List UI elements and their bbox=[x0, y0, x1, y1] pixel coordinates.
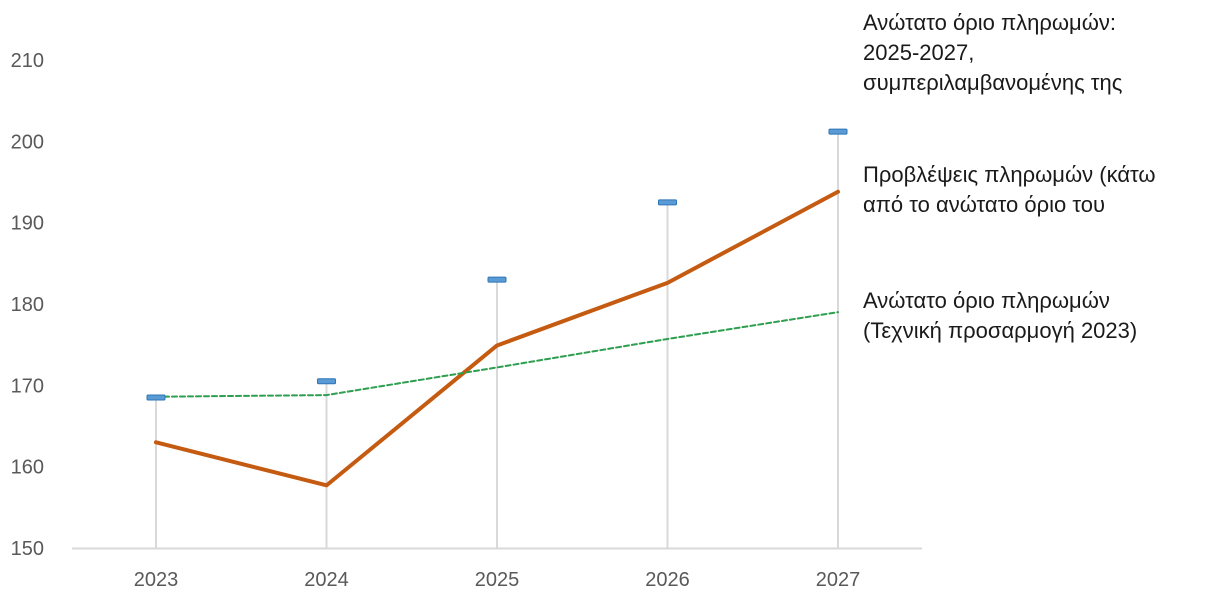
legend-line: Ανώτατο όριο πληρωμών bbox=[863, 288, 1110, 313]
x-axis-ticks: 2023 2024 2025 2026 2027 bbox=[134, 569, 861, 589]
legend-line: (Τεχνική προσαρμογή 2023) bbox=[863, 318, 1138, 343]
ceiling-marker bbox=[146, 394, 166, 401]
y-tick-label: 200 bbox=[11, 131, 44, 153]
ceiling-marker bbox=[828, 128, 848, 135]
ceiling-marker bbox=[487, 276, 507, 283]
y-tick-label: 210 bbox=[11, 50, 44, 72]
legend-entry-payment-ceiling-2025-2027: Ανώτατο όριο πληρωμών: 2025-2027, συμπερ… bbox=[863, 8, 1122, 98]
legend-line: συμπεριλαμβανομένης της bbox=[863, 70, 1123, 95]
series-lines bbox=[154, 189, 840, 488]
y-axis-ticks: 150 160 170 180 190 200 210 bbox=[11, 50, 44, 560]
y-tick-label: 180 bbox=[11, 294, 44, 316]
drop-lines bbox=[155, 131, 839, 548]
x-tick-label: 2026 bbox=[645, 569, 690, 589]
series-line-technical-adjustment bbox=[155, 311, 839, 398]
y-tick-label: 160 bbox=[11, 457, 44, 479]
x-tick-label: 2024 bbox=[304, 569, 349, 589]
ceiling-marker bbox=[317, 378, 336, 385]
legend-line: 2025-2027, bbox=[863, 40, 975, 65]
legend-line: Προβλέψεις πληρωμών (κάτω bbox=[863, 162, 1156, 187]
legend-line: από το ανώτατο όριο του bbox=[863, 192, 1106, 217]
y-tick-label: 170 bbox=[11, 375, 44, 397]
series-markers bbox=[146, 128, 848, 401]
series-line-payment-forecasts bbox=[154, 189, 840, 488]
x-tick-label: 2027 bbox=[816, 569, 861, 589]
legend-entry-payment-ceiling-technical-adjustment: Ανώτατο όριο πληρωμών (Τεχνική προσαρμογ… bbox=[863, 286, 1137, 346]
y-tick-label: 190 bbox=[11, 213, 44, 235]
legend-line: Ανώτατο όριο πληρωμών: bbox=[863, 10, 1117, 35]
x-tick-label: 2025 bbox=[475, 569, 520, 589]
legend-entry-payment-forecasts: Προβλέψεις πληρωμών (κάτω από το ανώτατο… bbox=[863, 160, 1156, 220]
x-tick-label: 2023 bbox=[134, 569, 179, 589]
ceiling-marker bbox=[658, 199, 677, 206]
y-tick-label: 150 bbox=[11, 538, 44, 560]
